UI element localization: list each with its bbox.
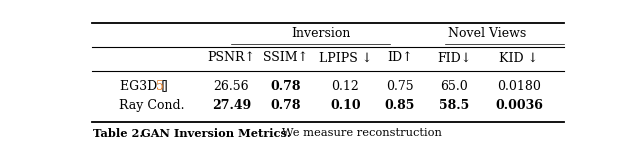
Text: SSIM↑: SSIM↑ bbox=[263, 51, 308, 64]
Text: Ray Cond.: Ray Cond. bbox=[119, 99, 185, 112]
Text: Table 2.: Table 2. bbox=[93, 128, 143, 139]
Text: Novel Views: Novel Views bbox=[447, 27, 526, 40]
Text: 65.0: 65.0 bbox=[440, 80, 468, 93]
Text: We measure reconstruction: We measure reconstruction bbox=[271, 128, 442, 138]
Text: 0.12: 0.12 bbox=[332, 80, 359, 93]
Text: 0.75: 0.75 bbox=[386, 80, 413, 93]
Text: EG3D [: EG3D [ bbox=[120, 80, 166, 93]
Text: Inversion: Inversion bbox=[291, 27, 350, 40]
Text: 0.78: 0.78 bbox=[271, 80, 301, 93]
Text: KID ↓: KID ↓ bbox=[499, 51, 538, 64]
Text: 5: 5 bbox=[156, 80, 164, 93]
Text: 0.10: 0.10 bbox=[330, 99, 361, 112]
Text: 58.5: 58.5 bbox=[439, 99, 470, 112]
Text: FID↓: FID↓ bbox=[437, 51, 472, 64]
Text: 0.0036: 0.0036 bbox=[495, 99, 543, 112]
Text: 26.56: 26.56 bbox=[214, 80, 249, 93]
Text: 0.85: 0.85 bbox=[385, 99, 415, 112]
Text: GAN Inversion Metrics.: GAN Inversion Metrics. bbox=[137, 128, 291, 139]
Text: PSNR↑: PSNR↑ bbox=[207, 51, 255, 64]
Text: 0.0180: 0.0180 bbox=[497, 80, 541, 93]
Text: 27.49: 27.49 bbox=[212, 99, 251, 112]
Text: LPIPS ↓: LPIPS ↓ bbox=[319, 51, 372, 64]
Text: ID↑: ID↑ bbox=[387, 51, 413, 64]
Text: ]: ] bbox=[163, 80, 167, 93]
Text: 0.78: 0.78 bbox=[271, 99, 301, 112]
